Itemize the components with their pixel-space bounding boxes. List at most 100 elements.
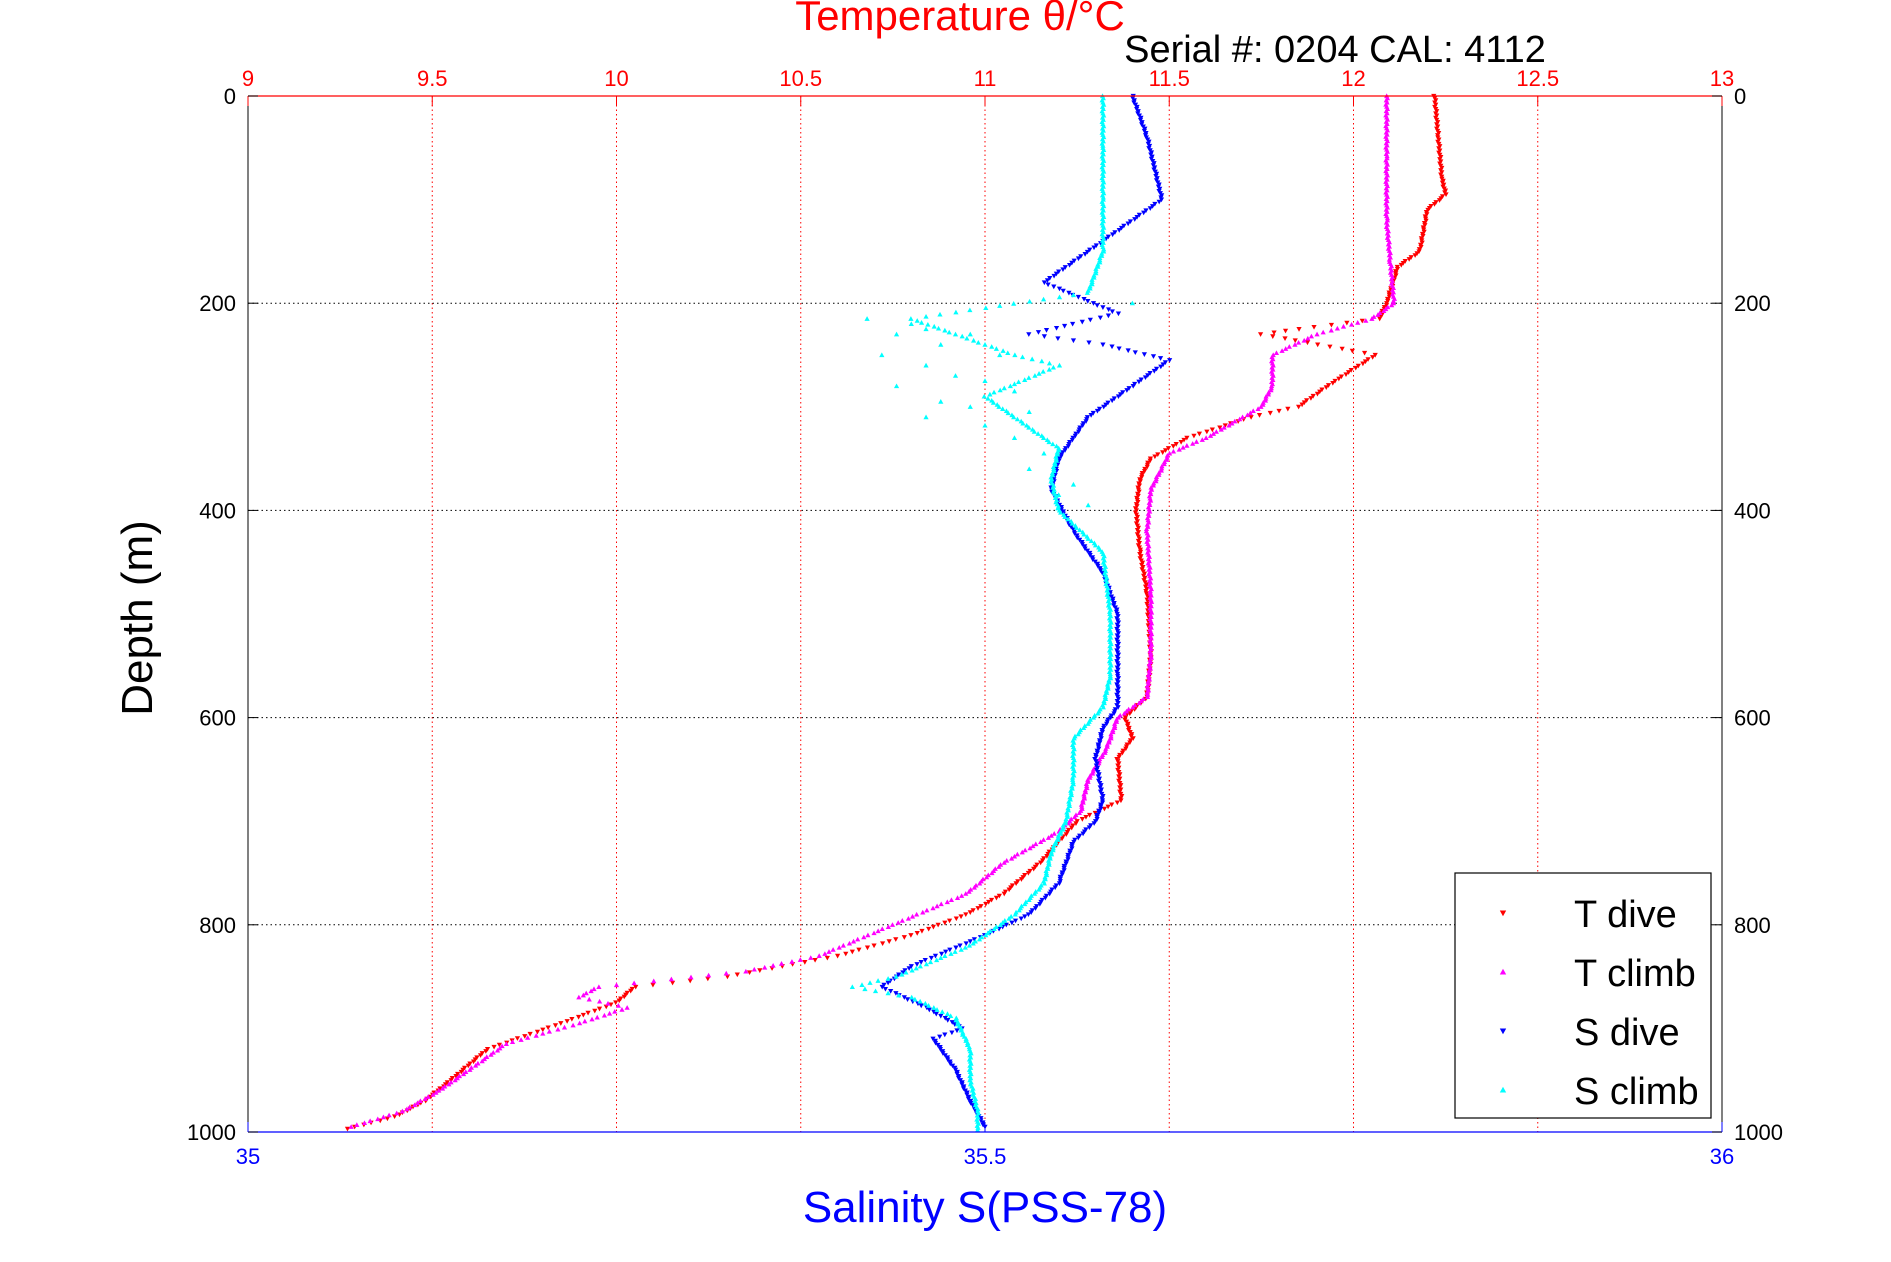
data-point — [1058, 828, 1064, 834]
data-point — [1047, 891, 1053, 897]
data-point — [988, 897, 995, 903]
data-point — [1365, 357, 1371, 362]
data-point — [1064, 812, 1070, 817]
data-point — [930, 924, 937, 930]
data-point — [1045, 835, 1052, 840]
data-point — [586, 996, 592, 1002]
data-point — [963, 941, 969, 947]
data-point — [1056, 445, 1062, 451]
data-point — [558, 1021, 564, 1026]
data-point — [1050, 441, 1056, 447]
data-point — [596, 984, 602, 990]
data-point — [1389, 302, 1395, 308]
data-point — [1353, 365, 1359, 371]
data-point — [1123, 708, 1130, 714]
data-point — [386, 1112, 392, 1118]
data-point — [1250, 408, 1256, 414]
data-point — [1088, 413, 1094, 418]
data-point — [830, 947, 836, 952]
data-point — [582, 1018, 588, 1024]
data-point — [1026, 332, 1032, 337]
data-point — [1348, 368, 1354, 373]
data-point — [1100, 342, 1106, 348]
data-point — [1051, 831, 1057, 836]
data-point — [1001, 860, 1007, 865]
data-point — [965, 1040, 971, 1045]
data-point — [1115, 394, 1122, 400]
data-point — [392, 1114, 398, 1120]
data-point — [597, 998, 603, 1004]
data-point — [982, 378, 988, 383]
data-point — [1336, 376, 1342, 382]
data-point — [1257, 332, 1264, 337]
data-point — [1141, 210, 1147, 216]
data-point — [996, 893, 1002, 899]
data-point — [1060, 822, 1066, 828]
data-point — [1086, 812, 1093, 818]
data-point — [1053, 839, 1059, 844]
data-point — [1029, 356, 1035, 362]
data-point — [1066, 798, 1072, 804]
data-point — [1314, 391, 1321, 397]
data-point — [1161, 459, 1168, 465]
data-point — [1050, 464, 1057, 469]
data-point — [1073, 525, 1080, 530]
data-point — [527, 1031, 533, 1037]
data-point — [954, 895, 961, 900]
data-point — [1001, 891, 1007, 897]
data-point — [1130, 736, 1136, 741]
data-point — [1070, 292, 1077, 298]
data-point — [1165, 446, 1172, 451]
data-point — [1132, 217, 1138, 222]
data-point — [596, 1006, 603, 1012]
data-point — [926, 1007, 932, 1013]
data-point — [1048, 833, 1054, 838]
data-point — [1077, 527, 1083, 533]
grid-lines — [248, 96, 1722, 1132]
data-point — [580, 1012, 586, 1018]
data-point — [1159, 465, 1165, 471]
data-point — [417, 1098, 423, 1103]
chart-title: Temperature θ/°C — [795, 0, 1125, 39]
data-point — [855, 936, 861, 942]
legend-label: S dive — [1574, 1012, 1680, 1054]
legend-label: T climb — [1574, 953, 1696, 995]
data-point — [922, 957, 928, 963]
data-point — [499, 1043, 505, 1049]
data-point — [1090, 715, 1097, 720]
data-point — [882, 986, 889, 992]
data-point — [601, 1012, 608, 1018]
data-point — [1244, 412, 1251, 418]
data-point — [872, 988, 879, 994]
data-point — [1012, 911, 1018, 917]
data-point — [1308, 333, 1315, 339]
data-point — [407, 1104, 413, 1110]
data-point — [1060, 267, 1066, 272]
data-point — [987, 391, 993, 397]
data-point — [1296, 404, 1302, 410]
data-point — [826, 949, 832, 954]
data-point — [546, 1028, 552, 1034]
data-point — [1050, 843, 1057, 849]
data-point — [958, 1025, 964, 1031]
data-point — [1108, 715, 1114, 721]
data-point — [746, 970, 753, 976]
data-point — [928, 955, 934, 961]
data-point — [479, 1058, 485, 1064]
temperature-tick-label: 9 — [242, 66, 254, 91]
data-point — [909, 913, 916, 919]
data-point — [1258, 404, 1264, 409]
data-point — [1088, 538, 1094, 544]
data-point — [1386, 256, 1392, 262]
data-point — [1285, 406, 1291, 412]
data-point — [962, 944, 968, 950]
data-point — [1035, 330, 1042, 335]
data-point — [1398, 262, 1404, 268]
data-point — [1268, 385, 1274, 391]
data-point — [959, 893, 965, 898]
data-point — [864, 945, 871, 951]
data-point — [1102, 750, 1108, 755]
data-point — [1053, 443, 1060, 449]
data-point — [1056, 362, 1063, 368]
data-point — [1110, 232, 1116, 238]
